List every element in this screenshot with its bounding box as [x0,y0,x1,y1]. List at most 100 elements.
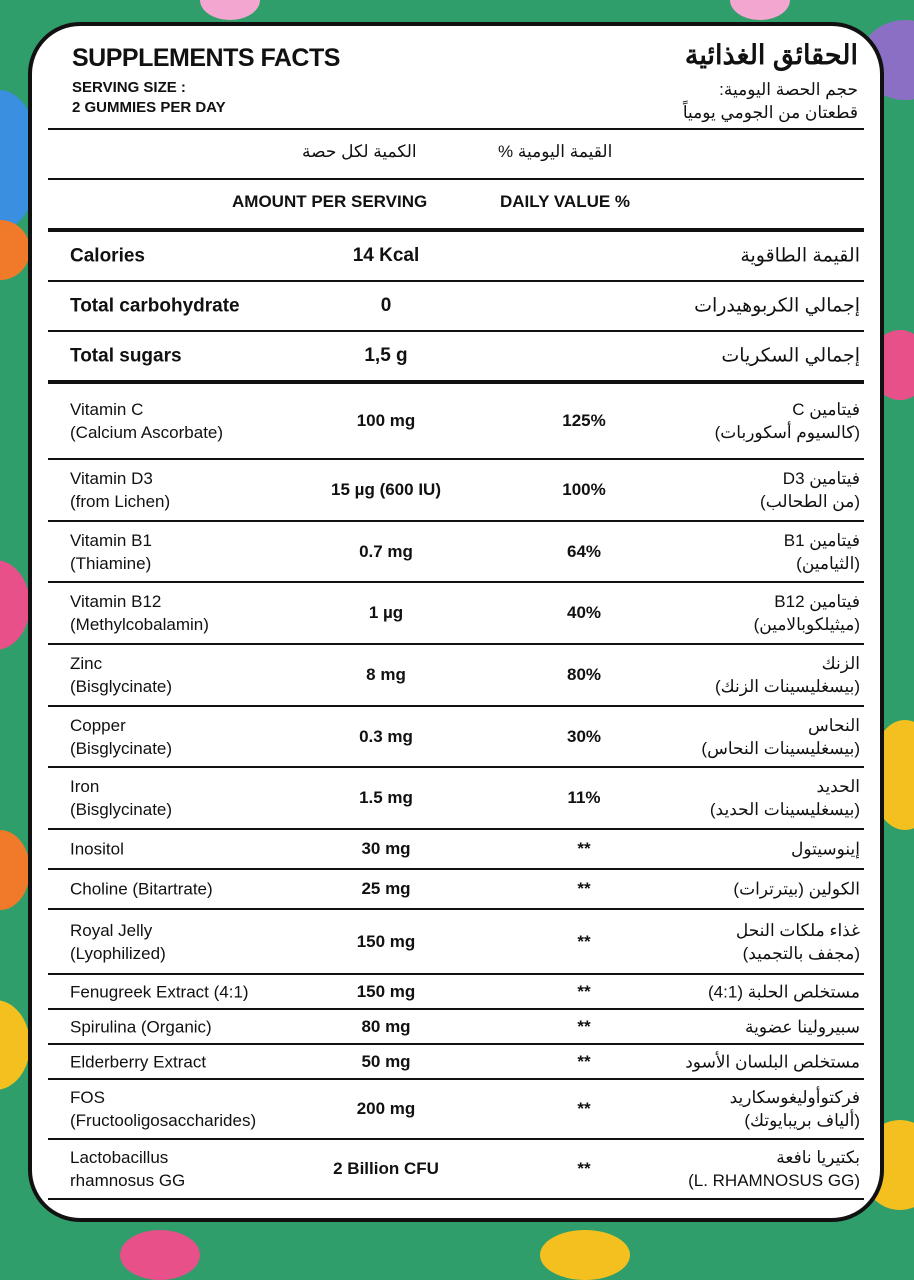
nutrient-name-line: (Fructooligosaccharides) [70,1111,257,1130]
nutrient-row: Inositol 30 mg ** إينوسيتول [48,830,864,870]
nutrient-name-arabic: فيتامين B12 (ميثيلكوبالامين) [753,592,860,634]
nutrient-name-arabic: الزنك (بيسغليسينات الزنك) [715,654,860,696]
nutrient-name-arabic: فركتوأوليغوسكاريد (ألياف بريبايوتك) [729,1088,860,1130]
label-title-arabic: الحقائق الغذائية [684,40,858,70]
daily-value: ** [577,1016,591,1036]
serving-size-label: SERVING SIZE : [72,79,186,96]
nutrient-name-line: Zinc [70,654,103,673]
nutrient-name-arabic: إجمالي السكريات [721,345,860,367]
divider [48,178,864,180]
nutrient-name-line: Total sugars [70,345,182,367]
dv-header-arabic: القيمة اليومية % [498,142,613,161]
daily-value: ** [577,931,591,951]
nutrient-name: Spirulina (Organic) [70,1015,212,1038]
nutrient-row: Choline (Bitartrate) 25 mg ** الكولين (بيتر… [48,870,864,910]
amount-header-arabic: الكمية لكل حصة [302,142,417,161]
nutrient-name-line: Iron [70,777,100,796]
nutrient-name: Iron (Bisglycinate) [70,775,172,821]
daily-value: 40% [566,603,602,622]
nutrient-name: Total carbohydrate [70,295,240,318]
nutrient-name: Elderberry Extract [70,1050,206,1073]
nutrient-name-line: Lactobacillus [70,1148,169,1167]
nutrient-name-line: Spirulina (Organic) [70,1017,212,1036]
amount-value: 200 mg [356,1099,416,1118]
daily-value: ** [577,879,591,898]
nutrient-name: Vitamin C (Calcium Ascorbate) [70,398,223,444]
nutrient-name-arabic: غذاء ملكات النحل (مجفف بالتجميد) [735,920,860,963]
daily-value: ** [577,1159,591,1178]
nutrient-name-arabic: بكتيريا نافعة (L. RHAMNOSUS GG) [688,1148,860,1190]
serving-size: SERVING SIZE : 2 GUMMIES PER DAY [72,78,226,118]
daily-value: ** [577,1099,591,1118]
nutrient-name: Choline (Bitartrate) [70,878,213,901]
amount-value: 1.5 mg [359,788,413,807]
nutrient-name-line: (Calcium Ascorbate) [70,423,224,442]
nutrient-row: Vitamin C (Calcium Ascorbate) 100 mg 125% في… [48,384,864,460]
amount-value: 14 Kcal [352,245,420,266]
daily-value: 64% [566,541,602,561]
amount-value: 0.7 mg [359,541,413,561]
nutrient-name-line: (Methylcobalamin) [70,615,209,634]
daily-value: 125% [562,411,606,430]
nutrient-name-line: Royal Jelly [70,920,153,940]
nutrient-name: FOS (Fructooligosaccharides) [70,1086,256,1132]
nutrient-name: Total sugars [70,345,182,368]
serving-size-label-arabic: حجم الحصة اليومية: [719,80,858,99]
nutrient-name-line: (Bisglycinate) [70,800,173,819]
amount-value: 30 mg [361,839,411,858]
nutrient-name-arabic: الحديد (بيسغليسينات الحديد) [709,777,860,819]
nutrient-row: Lactobacillus rhamnosus GG 2 Billion CFU **… [48,1140,864,1200]
nutrient-name: Copper (Bisglycinate) [70,714,172,760]
nutrient-name: Calories [70,245,145,268]
amount-value: 0.3 mg [359,726,413,746]
nutrient-name-arabic: فيتامين B1 (الثيامين) [783,530,860,573]
amount-value: 8 mg [366,665,406,684]
serving-size-value-arabic: قطعتان من الجومي يومياً [682,103,858,122]
amount-value: 0 [380,295,392,316]
nutrient-name-line: Vitamin C [70,400,144,419]
nutrient-row: FOS (Fructooligosaccharides) 200 mg ** فركتو… [48,1080,864,1140]
amount-value: 15 µg (600 IU) [331,480,441,499]
nutrient-name-line: (Thiamine) [70,553,152,573]
nutrient-row: Elderberry Extract 50 mg ** مستخلص البلسان … [48,1045,864,1080]
nutrient-name-line: Vitamin B12 [70,592,162,611]
supplement-facts-label: SUPPLEMENTS FACTS SERVING SIZE : 2 GUMMI… [28,22,884,1222]
nutrient-name: Lactobacillus rhamnosus GG [70,1146,185,1192]
label-title: SUPPLEMENTS FACTS [72,44,340,72]
nutrient-row: Total carbohydrate 0 إجمالي الكربوهيدرات [48,282,864,332]
amount-value: 150 mg [356,931,416,951]
nutrient-name-line: Choline (Bitartrate) [70,879,213,899]
nutrient-row: Total sugars 1,5 g إجمالي السكريات [48,332,864,384]
nutrient-name-arabic: مستخلص الحلبة (4:1) [708,982,860,1001]
nutrient-name-line: Fenugreek Extract (4:1) [70,982,249,1001]
daily-value: ** [577,981,591,1001]
serving-size-value: 2 GUMMIES PER DAY [72,99,226,116]
nutrient-name-arabic: مستخلص البلسان الأسود [685,1052,860,1071]
amount-value: 100 mg [356,411,416,430]
amount-value: 150 mg [356,981,416,1001]
nutrient-name: Vitamin D3 (from Lichen) [70,467,170,513]
nutrient-row: Spirulina (Organic) 80 mg ** سبيرولينا عضوي… [48,1010,864,1045]
nutrient-name-line: Inositol [70,839,124,859]
nutrient-row: Calories 14 Kcal القيمة الطاقوية [48,232,864,282]
nutrient-name: Zinc (Bisglycinate) [70,652,172,698]
daily-value: 80% [566,665,602,684]
dv-header: DAILY VALUE % [500,192,631,211]
nutrient-name-line: (Lyophilized) [70,943,166,963]
nutrient-row: Royal Jelly (Lyophilized) 150 mg ** غذاء ملك… [48,910,864,975]
nutrient-name-line: Total carbohydrate [70,295,240,317]
nutrient-name-arabic: القيمة الطاقوية [740,245,860,267]
nutrient-name: Vitamin B12 (Methylcobalamin) [70,590,209,636]
amount-value: 25 mg [361,879,411,898]
nutrient-name-line: (Bisglycinate) [70,677,173,696]
nutrient-name-arabic: فيتامين C (كالسيوم أسكوربات) [714,400,860,442]
nutrient-name-arabic: فيتامين D3 (من الطحالب) [760,469,860,511]
amount-header: AMOUNT PER SERVING [232,192,428,211]
nutrient-name: Fenugreek Extract (4:1) [70,980,249,1003]
nutrient-name-arabic: الكولين (بيترترات) [733,879,860,899]
amount-value: 2 Billion CFU [333,1159,439,1178]
nutrient-name-line: Copper [70,715,126,735]
nutrient-row: Vitamin D3 (from Lichen) 15 µg (600 IU) 100… [48,460,864,522]
nutrient-name-line: Elderberry Extract [70,1052,207,1071]
divider [48,128,864,130]
